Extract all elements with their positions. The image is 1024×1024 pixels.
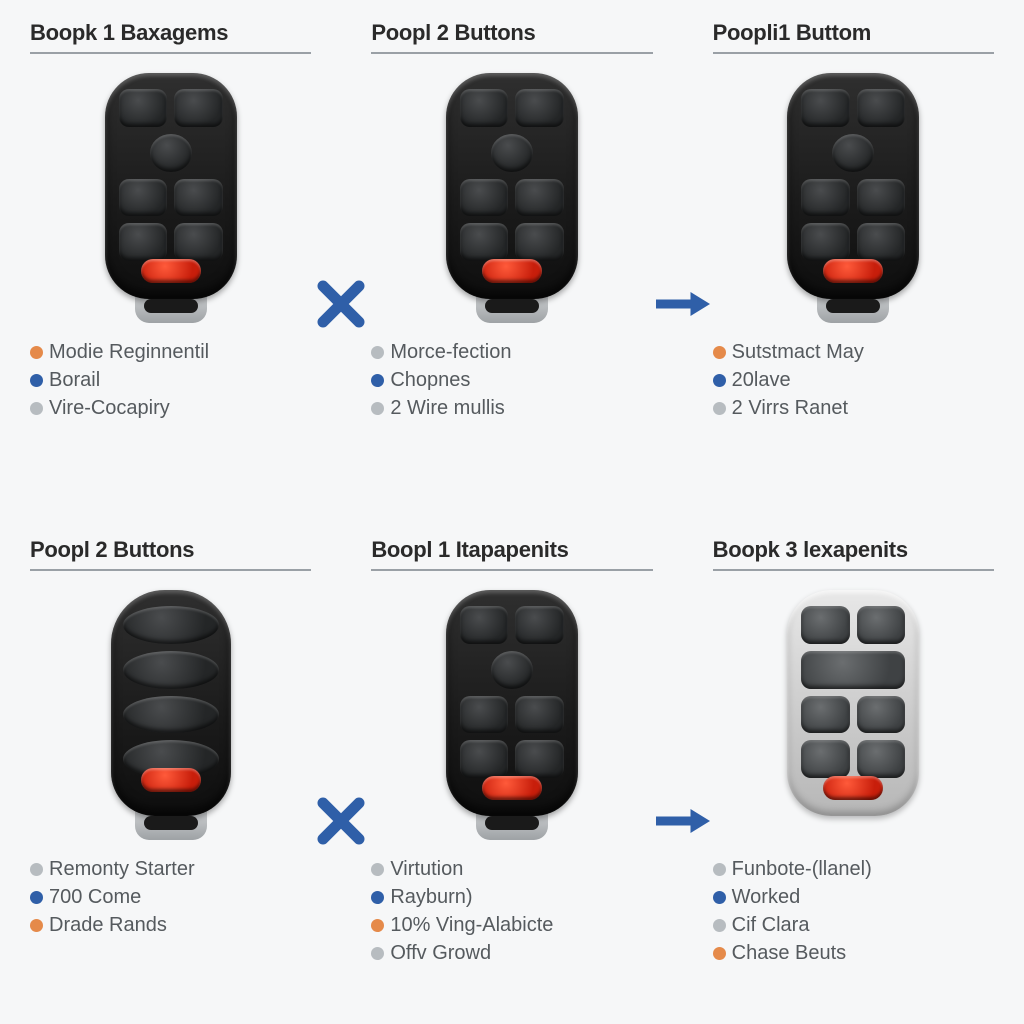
operator-multiply: [311, 537, 371, 1004]
key-fob: [101, 73, 241, 323]
feature-bullet: Cif Clara: [713, 911, 994, 939]
feature-bullet: Rayburn): [371, 883, 652, 911]
cell-title: Poopl 2 Buttons: [30, 537, 311, 571]
bullet-text: Morce-fection: [390, 338, 511, 366]
bullet-list: Remonty Starter 700 Come Drade Rands: [30, 855, 311, 939]
bullet-dot-icon: [30, 346, 43, 359]
bullet-text: Borail: [49, 366, 100, 394]
bullet-text: Virtution: [390, 855, 463, 883]
feature-bullet: Chase Beuts: [713, 939, 994, 967]
feature-bullet: Modie Reginnentil: [30, 338, 311, 366]
bullet-dot-icon: [713, 346, 726, 359]
fob-illustration: [30, 68, 311, 328]
key-fob: [442, 73, 582, 323]
bullet-text: 2 Wire mullis: [390, 394, 504, 422]
key-fob: [442, 590, 582, 840]
fob-illustration: [371, 68, 652, 328]
bullet-dot-icon: [371, 947, 384, 960]
feature-bullet: Borail: [30, 366, 311, 394]
feature-bullet: Drade Rands: [30, 911, 311, 939]
key-fob: [101, 590, 241, 840]
feature-bullet: Remonty Starter: [30, 855, 311, 883]
product-cell: Boopl 1 Itapapenits Virtution Rayburn) 1…: [371, 537, 652, 1004]
feature-bullet: Offv Growd: [371, 939, 652, 967]
operator-multiply: [311, 20, 371, 487]
key-fob: [783, 73, 923, 323]
feature-bullet: 10% Ving-Alabicte: [371, 911, 652, 939]
bullet-text: Cif Clara: [732, 911, 810, 939]
feature-bullet: Morce-fection: [371, 338, 652, 366]
product-cell: Poopl 2 Buttons Remonty Starter 700 Come…: [30, 537, 311, 1004]
bullet-list: Funbote-(llanel) Worked Cif Clara Chase …: [713, 855, 994, 967]
arrow-right-icon: [653, 284, 713, 324]
multiply-icon: [315, 795, 367, 847]
bullet-text: 10% Ving-Alabicte: [390, 911, 553, 939]
bullet-dot-icon: [713, 402, 726, 415]
bullet-dot-icon: [713, 919, 726, 932]
product-cell: Boopk 1 Baxagems Modie Reginnentil Borai…: [30, 20, 311, 487]
bullet-dot-icon: [713, 947, 726, 960]
feature-bullet: Virtution: [371, 855, 652, 883]
feature-bullet: 2 Virrs Ranet: [713, 394, 994, 422]
feature-bullet: 20lave: [713, 366, 994, 394]
fob-illustration: [30, 585, 311, 845]
bullet-dot-icon: [30, 863, 43, 876]
bullet-text: 20lave: [732, 366, 791, 394]
bullet-text: Vire-Cocapiry: [49, 394, 170, 422]
feature-bullet: Vire-Cocapiry: [30, 394, 311, 422]
bullet-text: 2 Virrs Ranet: [732, 394, 848, 422]
bullet-text: Funbote-(llanel): [732, 855, 872, 883]
bullet-text: Drade Rands: [49, 911, 167, 939]
bullet-dot-icon: [30, 919, 43, 932]
product-cell: Poopli1 Buttom Sutstmact May 20lave 2 Vi…: [713, 20, 994, 487]
bullet-list: Modie Reginnentil Borail Vire-Cocapiry: [30, 338, 311, 422]
bullet-dot-icon: [30, 891, 43, 904]
bullet-text: Modie Reginnentil: [49, 338, 209, 366]
bullet-dot-icon: [713, 374, 726, 387]
key-fob: [783, 590, 923, 840]
feature-bullet: 700 Come: [30, 883, 311, 911]
cell-title: Boopk 1 Baxagems: [30, 20, 311, 54]
bullet-dot-icon: [713, 891, 726, 904]
bullet-dot-icon: [371, 891, 384, 904]
multiply-icon: [315, 278, 367, 330]
bullet-text: Worked: [732, 883, 801, 911]
bullet-text: Chase Beuts: [732, 939, 847, 967]
cell-title: Boopk 3 lexapenits: [713, 537, 994, 571]
bullet-text: Offv Growd: [390, 939, 491, 967]
fob-illustration: [371, 585, 652, 845]
fob-illustration: [713, 585, 994, 845]
product-cell: Poopl 2 Buttons Morce-fection Chopnes 2 …: [371, 20, 652, 487]
feature-bullet: Worked: [713, 883, 994, 911]
bullet-text: 700 Come: [49, 883, 141, 911]
bullet-list: Virtution Rayburn) 10% Ving-Alabicte Off…: [371, 855, 652, 967]
feature-bullet: Sutstmact May: [713, 338, 994, 366]
bullet-dot-icon: [713, 863, 726, 876]
feature-bullet: Chopnes: [371, 366, 652, 394]
arrow-right-icon: [653, 801, 713, 841]
bullet-list: Morce-fection Chopnes 2 Wire mullis: [371, 338, 652, 422]
bullet-dot-icon: [371, 863, 384, 876]
feature-bullet: 2 Wire mullis: [371, 394, 652, 422]
bullet-dot-icon: [30, 374, 43, 387]
bullet-dot-icon: [371, 402, 384, 415]
cell-title: Boopl 1 Itapapenits: [371, 537, 652, 571]
bullet-list: Sutstmact May 20lave 2 Virrs Ranet: [713, 338, 994, 422]
bullet-dot-icon: [371, 346, 384, 359]
operator-arrow: [653, 537, 713, 1004]
bullet-dot-icon: [371, 374, 384, 387]
operator-arrow: [653, 20, 713, 487]
bullet-text: Chopnes: [390, 366, 470, 394]
product-cell: Boopk 3 lexapenits Funbote-(llanel) Work…: [713, 537, 994, 1004]
bullet-dot-icon: [371, 919, 384, 932]
cell-title: Poopl 2 Buttons: [371, 20, 652, 54]
fob-illustration: [713, 68, 994, 328]
bullet-text: Rayburn): [390, 883, 472, 911]
feature-bullet: Funbote-(llanel): [713, 855, 994, 883]
bullet-text: Sutstmact May: [732, 338, 864, 366]
cell-title: Poopli1 Buttom: [713, 20, 994, 54]
bullet-dot-icon: [30, 402, 43, 415]
bullet-text: Remonty Starter: [49, 855, 195, 883]
